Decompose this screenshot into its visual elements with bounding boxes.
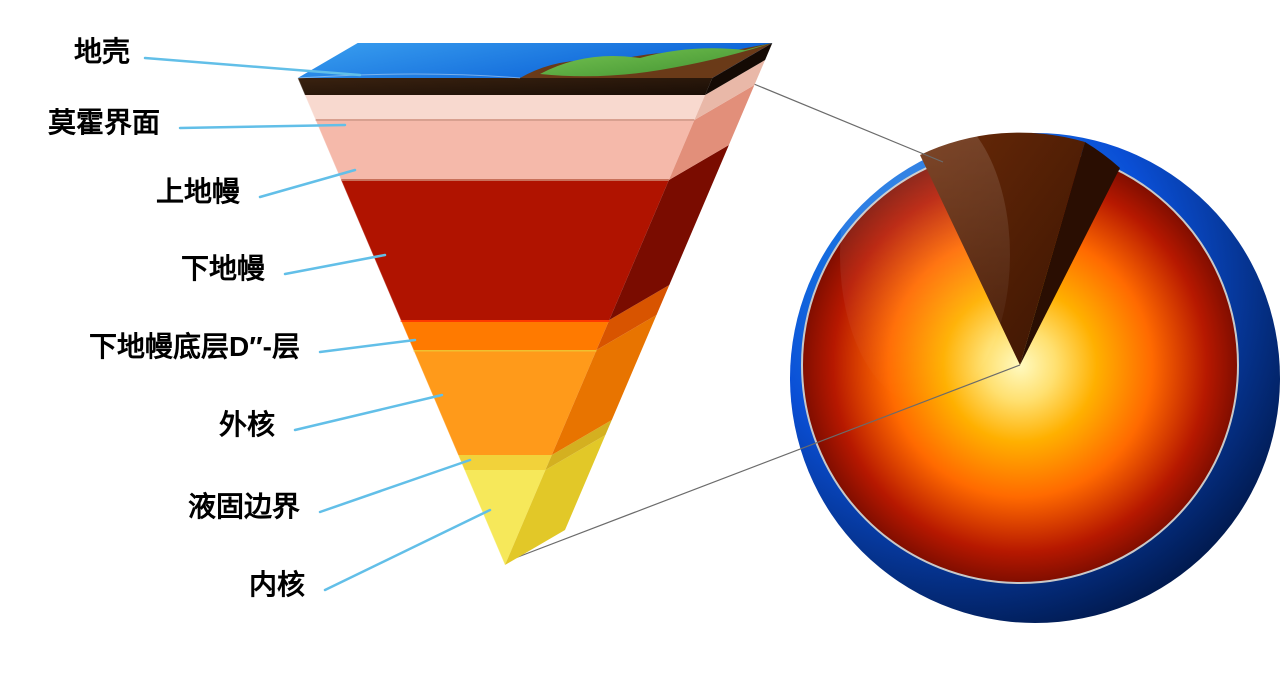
label-lower-mantle: 下地幔 bbox=[0, 247, 265, 287]
label-outer-core: 外核 bbox=[0, 403, 275, 443]
label-d-layer: 下地幔底层D″-层 bbox=[0, 325, 300, 365]
label-ls-boundary: 液固边界 bbox=[0, 485, 300, 525]
label-crust: 地壳 bbox=[0, 30, 130, 70]
label-inner-core: 内核 bbox=[0, 563, 305, 603]
label-upper-mantle: 上地幔 bbox=[0, 170, 240, 210]
earth-sphere bbox=[790, 105, 1280, 623]
earth-structure-diagram: 地壳 莫霍界面 上地幔 下地幔 下地幔底层D″-层 外核 液固边界 内核 bbox=[0, 0, 1280, 678]
surface-top bbox=[298, 43, 773, 78]
label-moho: 莫霍界面 bbox=[0, 101, 160, 141]
